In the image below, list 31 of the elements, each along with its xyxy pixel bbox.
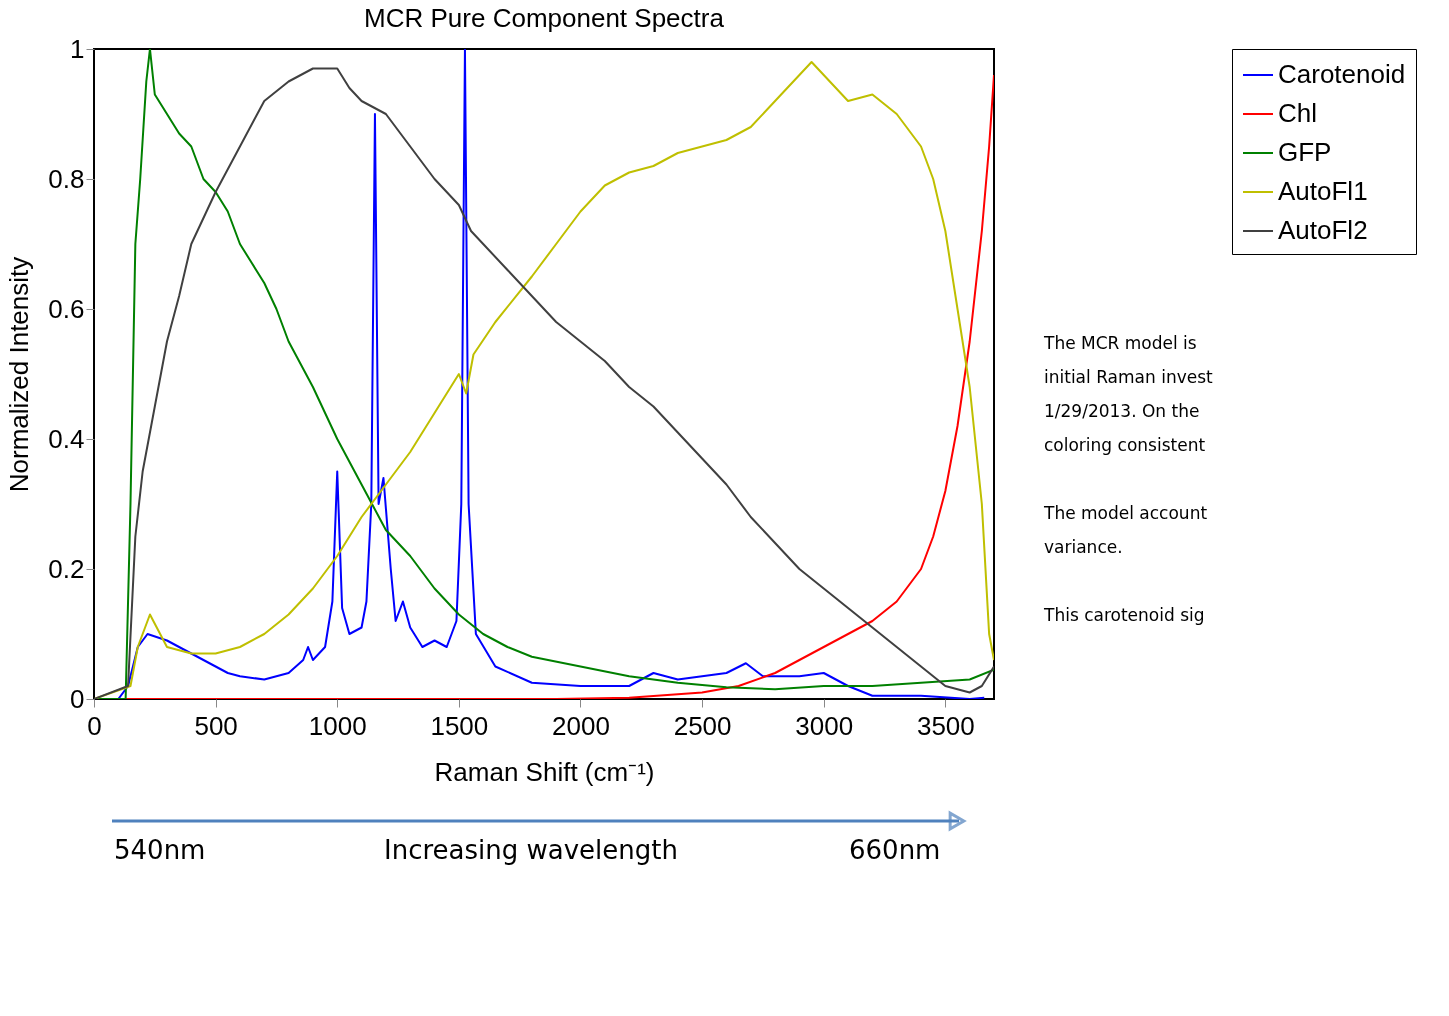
x-tick-label: 2000 — [552, 710, 610, 741]
text: The model account — [1043, 503, 1208, 523]
legend-label: GFP — [1278, 137, 1332, 167]
legend-label: AutoFl1 — [1278, 176, 1368, 206]
text: 1/29/2013. On the — [1044, 401, 1200, 421]
legend-label: Carotenoid — [1278, 59, 1406, 89]
x-axis-title: Raman Shift (cm⁻¹) — [434, 756, 655, 787]
y-axis-title: Normalized Intensity — [4, 256, 35, 493]
x-tick-label: 1000 — [308, 710, 367, 741]
y-tick-label: 0 — [70, 683, 85, 714]
y-tick-label: 1 — [70, 33, 85, 64]
y-tick-label: 0.4 — [48, 423, 85, 454]
y-tick-label: 0.8 — [48, 163, 85, 194]
text: variance. — [1044, 537, 1123, 557]
text: The MCR model is — [1043, 333, 1197, 353]
x-tick-label: 2500 — [673, 710, 732, 741]
y-tick-label: 0.2 — [48, 553, 85, 584]
legend-label: Chl — [1278, 98, 1318, 128]
text: 540nm — [114, 835, 206, 865]
text: initial Raman invest — [1044, 367, 1214, 387]
text: 660nm — [849, 835, 941, 865]
legend-label: AutoFl2 — [1278, 215, 1368, 245]
x-tick-label: 500 — [194, 710, 238, 741]
y-tick-label: 0.6 — [48, 293, 85, 324]
text: This carotenoid sig — [1043, 605, 1205, 625]
x-tick-label: 3500 — [916, 710, 975, 741]
text: Increasing wavelength — [384, 835, 678, 865]
text: coloring consistent — [1044, 435, 1206, 455]
chart-title: MCR Pure Component Spectra — [364, 3, 725, 33]
x-tick-label: 1500 — [430, 710, 489, 741]
x-tick-label: 3000 — [795, 710, 854, 741]
